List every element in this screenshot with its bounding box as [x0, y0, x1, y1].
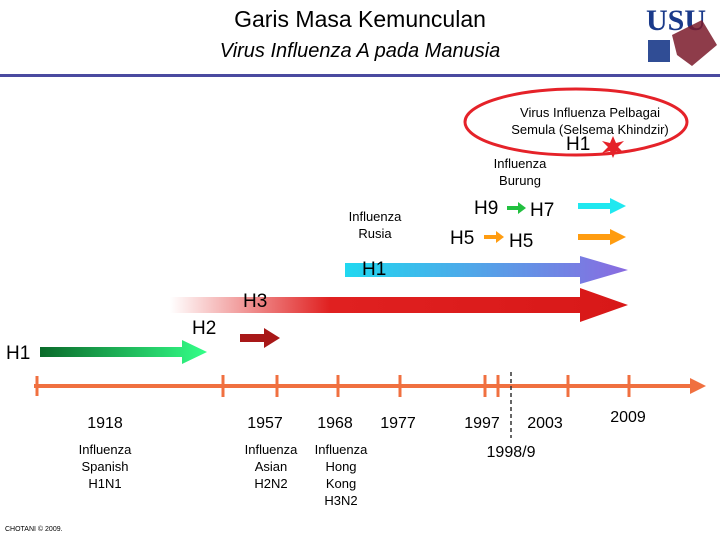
pandemic-oval	[463, 87, 689, 157]
year-1918: 1918	[87, 415, 123, 432]
pelbagai-label: Virus Influenza Pelbagai Semula (Selsema…	[511, 105, 669, 137]
year-1997: 1997	[464, 415, 500, 432]
year-1977: 1977	[380, 415, 416, 432]
h3-arrow	[170, 288, 628, 322]
title-rule	[0, 74, 720, 77]
title-line-2: Virus Influenza A pada Manusia	[219, 40, 501, 62]
year-1998-9: 1998/9	[486, 444, 536, 461]
h5-label-b: H5	[509, 231, 534, 252]
h9-label: H9	[474, 198, 499, 219]
pandemic-asian: Influenza Asian H2N2	[244, 442, 298, 491]
h1-rusia-label: H1	[362, 259, 387, 280]
pandemic-star-icon	[602, 136, 624, 158]
pandemic-spanish: Influenza Spanish H1N1	[78, 442, 132, 491]
year-2009: 2009	[610, 409, 646, 426]
burung-label: Influenza Burung	[493, 156, 547, 188]
h2-arrow	[240, 328, 280, 348]
timeline	[34, 372, 706, 438]
h9-to-h7-arrow	[507, 202, 526, 214]
title-line-1: Garis Masa Kemunculan	[234, 6, 486, 32]
h5-to-h5-arrow	[484, 231, 504, 243]
rusia-label: Influenza Rusia	[348, 209, 402, 241]
h2-label: H2	[192, 318, 217, 339]
h1-spanish-arrow	[40, 340, 207, 364]
h3-label: H3	[243, 291, 268, 312]
h7-label: H7	[530, 200, 555, 221]
h1-spanish-label: H1	[6, 343, 31, 364]
copyright: CHOTANI © 2009.	[5, 526, 63, 533]
h1-rusia-arrow	[345, 256, 628, 284]
year-1968: 1968	[317, 415, 353, 432]
h1-pandemic-label: H1	[566, 134, 591, 155]
h5-arrow	[578, 229, 626, 245]
h5-label-a: H5	[450, 228, 475, 249]
pandemic-hongkong: Influenza Hong Kong H3N2	[314, 442, 368, 508]
h7-arrow	[578, 198, 626, 214]
year-2003: 2003	[527, 415, 563, 432]
year-1957: 1957	[247, 415, 283, 432]
usu-logo: USU	[644, 0, 720, 68]
